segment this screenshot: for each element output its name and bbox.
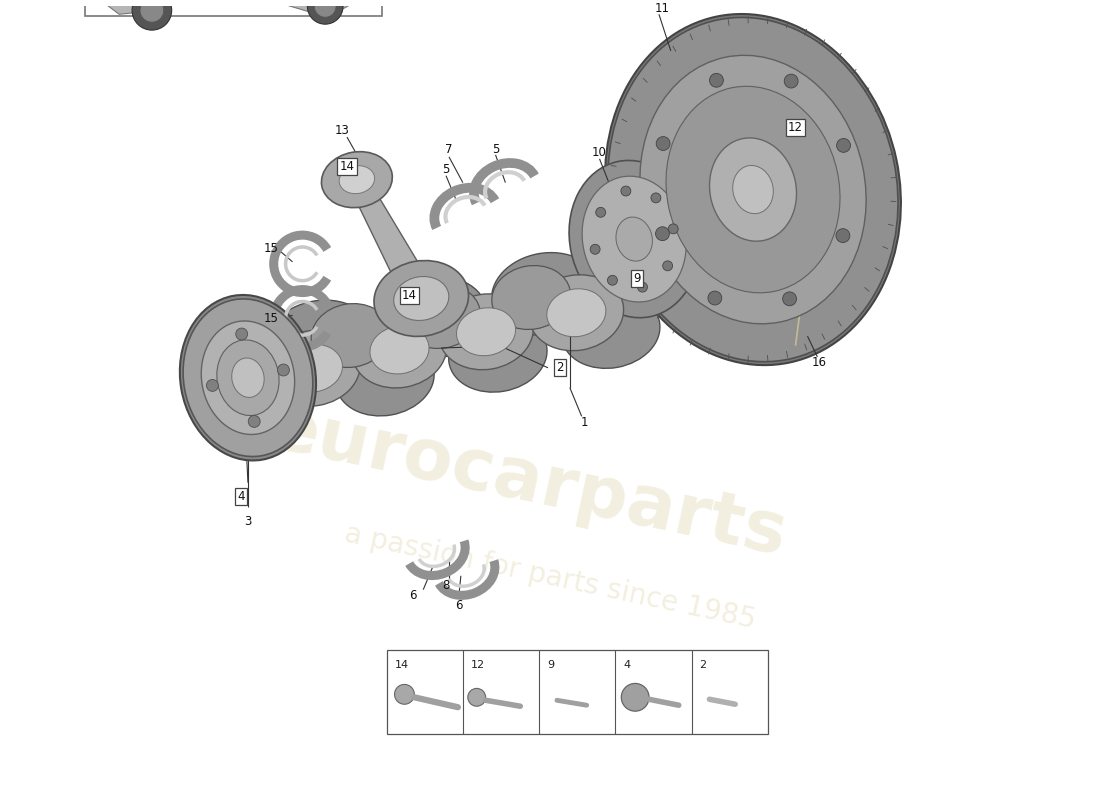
Ellipse shape [640,55,866,324]
Ellipse shape [547,289,606,337]
Ellipse shape [339,166,375,194]
Text: 2: 2 [557,362,563,374]
Ellipse shape [265,330,360,406]
Ellipse shape [266,300,374,382]
Bar [85,0,382,16]
Text: 2: 2 [700,660,706,670]
Circle shape [607,275,617,286]
Circle shape [132,0,172,30]
Circle shape [656,226,670,241]
Circle shape [468,688,485,706]
Circle shape [662,261,672,270]
Text: 11: 11 [654,2,670,15]
Text: 16: 16 [812,356,827,370]
Ellipse shape [378,276,487,359]
Text: 14: 14 [402,289,417,302]
Circle shape [591,244,601,254]
Circle shape [837,138,850,152]
Ellipse shape [374,261,469,337]
Ellipse shape [492,253,600,335]
Circle shape [669,224,679,234]
Ellipse shape [183,299,312,457]
Text: 14: 14 [340,160,354,174]
Text: 3: 3 [244,515,252,528]
Text: 4: 4 [624,660,630,670]
Circle shape [836,229,850,242]
Ellipse shape [733,166,773,214]
Circle shape [708,291,722,305]
Text: 8: 8 [442,579,450,592]
Ellipse shape [582,176,686,302]
Circle shape [395,685,415,704]
Circle shape [277,364,289,376]
Ellipse shape [394,277,449,321]
Ellipse shape [492,266,571,330]
Circle shape [710,74,724,87]
Ellipse shape [710,138,796,241]
Ellipse shape [217,340,279,415]
Text: 13: 13 [334,124,350,137]
Ellipse shape [284,344,342,392]
Text: 14: 14 [395,660,408,670]
Circle shape [307,0,343,24]
Text: 10: 10 [592,146,607,159]
Text: 5: 5 [442,163,450,176]
Ellipse shape [352,312,447,388]
Ellipse shape [336,341,434,416]
Ellipse shape [608,18,898,362]
Circle shape [651,193,661,203]
Ellipse shape [321,152,393,208]
Text: a passion for parts since 1985: a passion for parts since 1985 [342,519,758,634]
Bar [386,650,768,734]
Circle shape [596,207,606,218]
Text: 6: 6 [455,599,463,612]
Ellipse shape [621,683,649,711]
Circle shape [620,186,630,196]
Text: 1: 1 [581,416,589,429]
Ellipse shape [529,274,624,350]
Text: 9: 9 [547,660,554,670]
Ellipse shape [311,303,389,367]
Text: 7: 7 [446,143,453,157]
Polygon shape [349,175,436,306]
Text: 15: 15 [263,312,278,325]
Circle shape [315,0,337,18]
Ellipse shape [232,358,264,398]
Text: 12: 12 [471,660,485,670]
Text: 9: 9 [634,272,641,285]
Ellipse shape [179,295,316,461]
Circle shape [784,74,799,88]
Text: 6: 6 [409,589,417,602]
Ellipse shape [402,285,481,349]
Ellipse shape [449,317,547,392]
Circle shape [657,137,670,150]
Ellipse shape [201,321,295,434]
Circle shape [783,292,796,306]
Ellipse shape [439,294,534,370]
Ellipse shape [666,86,840,293]
Ellipse shape [370,326,429,374]
Text: eurocarparts: eurocarparts [264,394,793,570]
Circle shape [638,282,648,292]
Ellipse shape [605,14,901,365]
Circle shape [207,379,219,391]
Circle shape [249,415,261,427]
Ellipse shape [616,217,652,261]
Ellipse shape [456,308,516,356]
Ellipse shape [569,161,700,318]
Text: 12: 12 [788,121,803,134]
Polygon shape [99,0,362,14]
Text: 5: 5 [492,143,499,157]
Circle shape [235,328,248,340]
Text: 15: 15 [263,242,278,255]
Text: 4: 4 [238,490,245,503]
Circle shape [140,0,164,22]
Ellipse shape [562,294,660,368]
